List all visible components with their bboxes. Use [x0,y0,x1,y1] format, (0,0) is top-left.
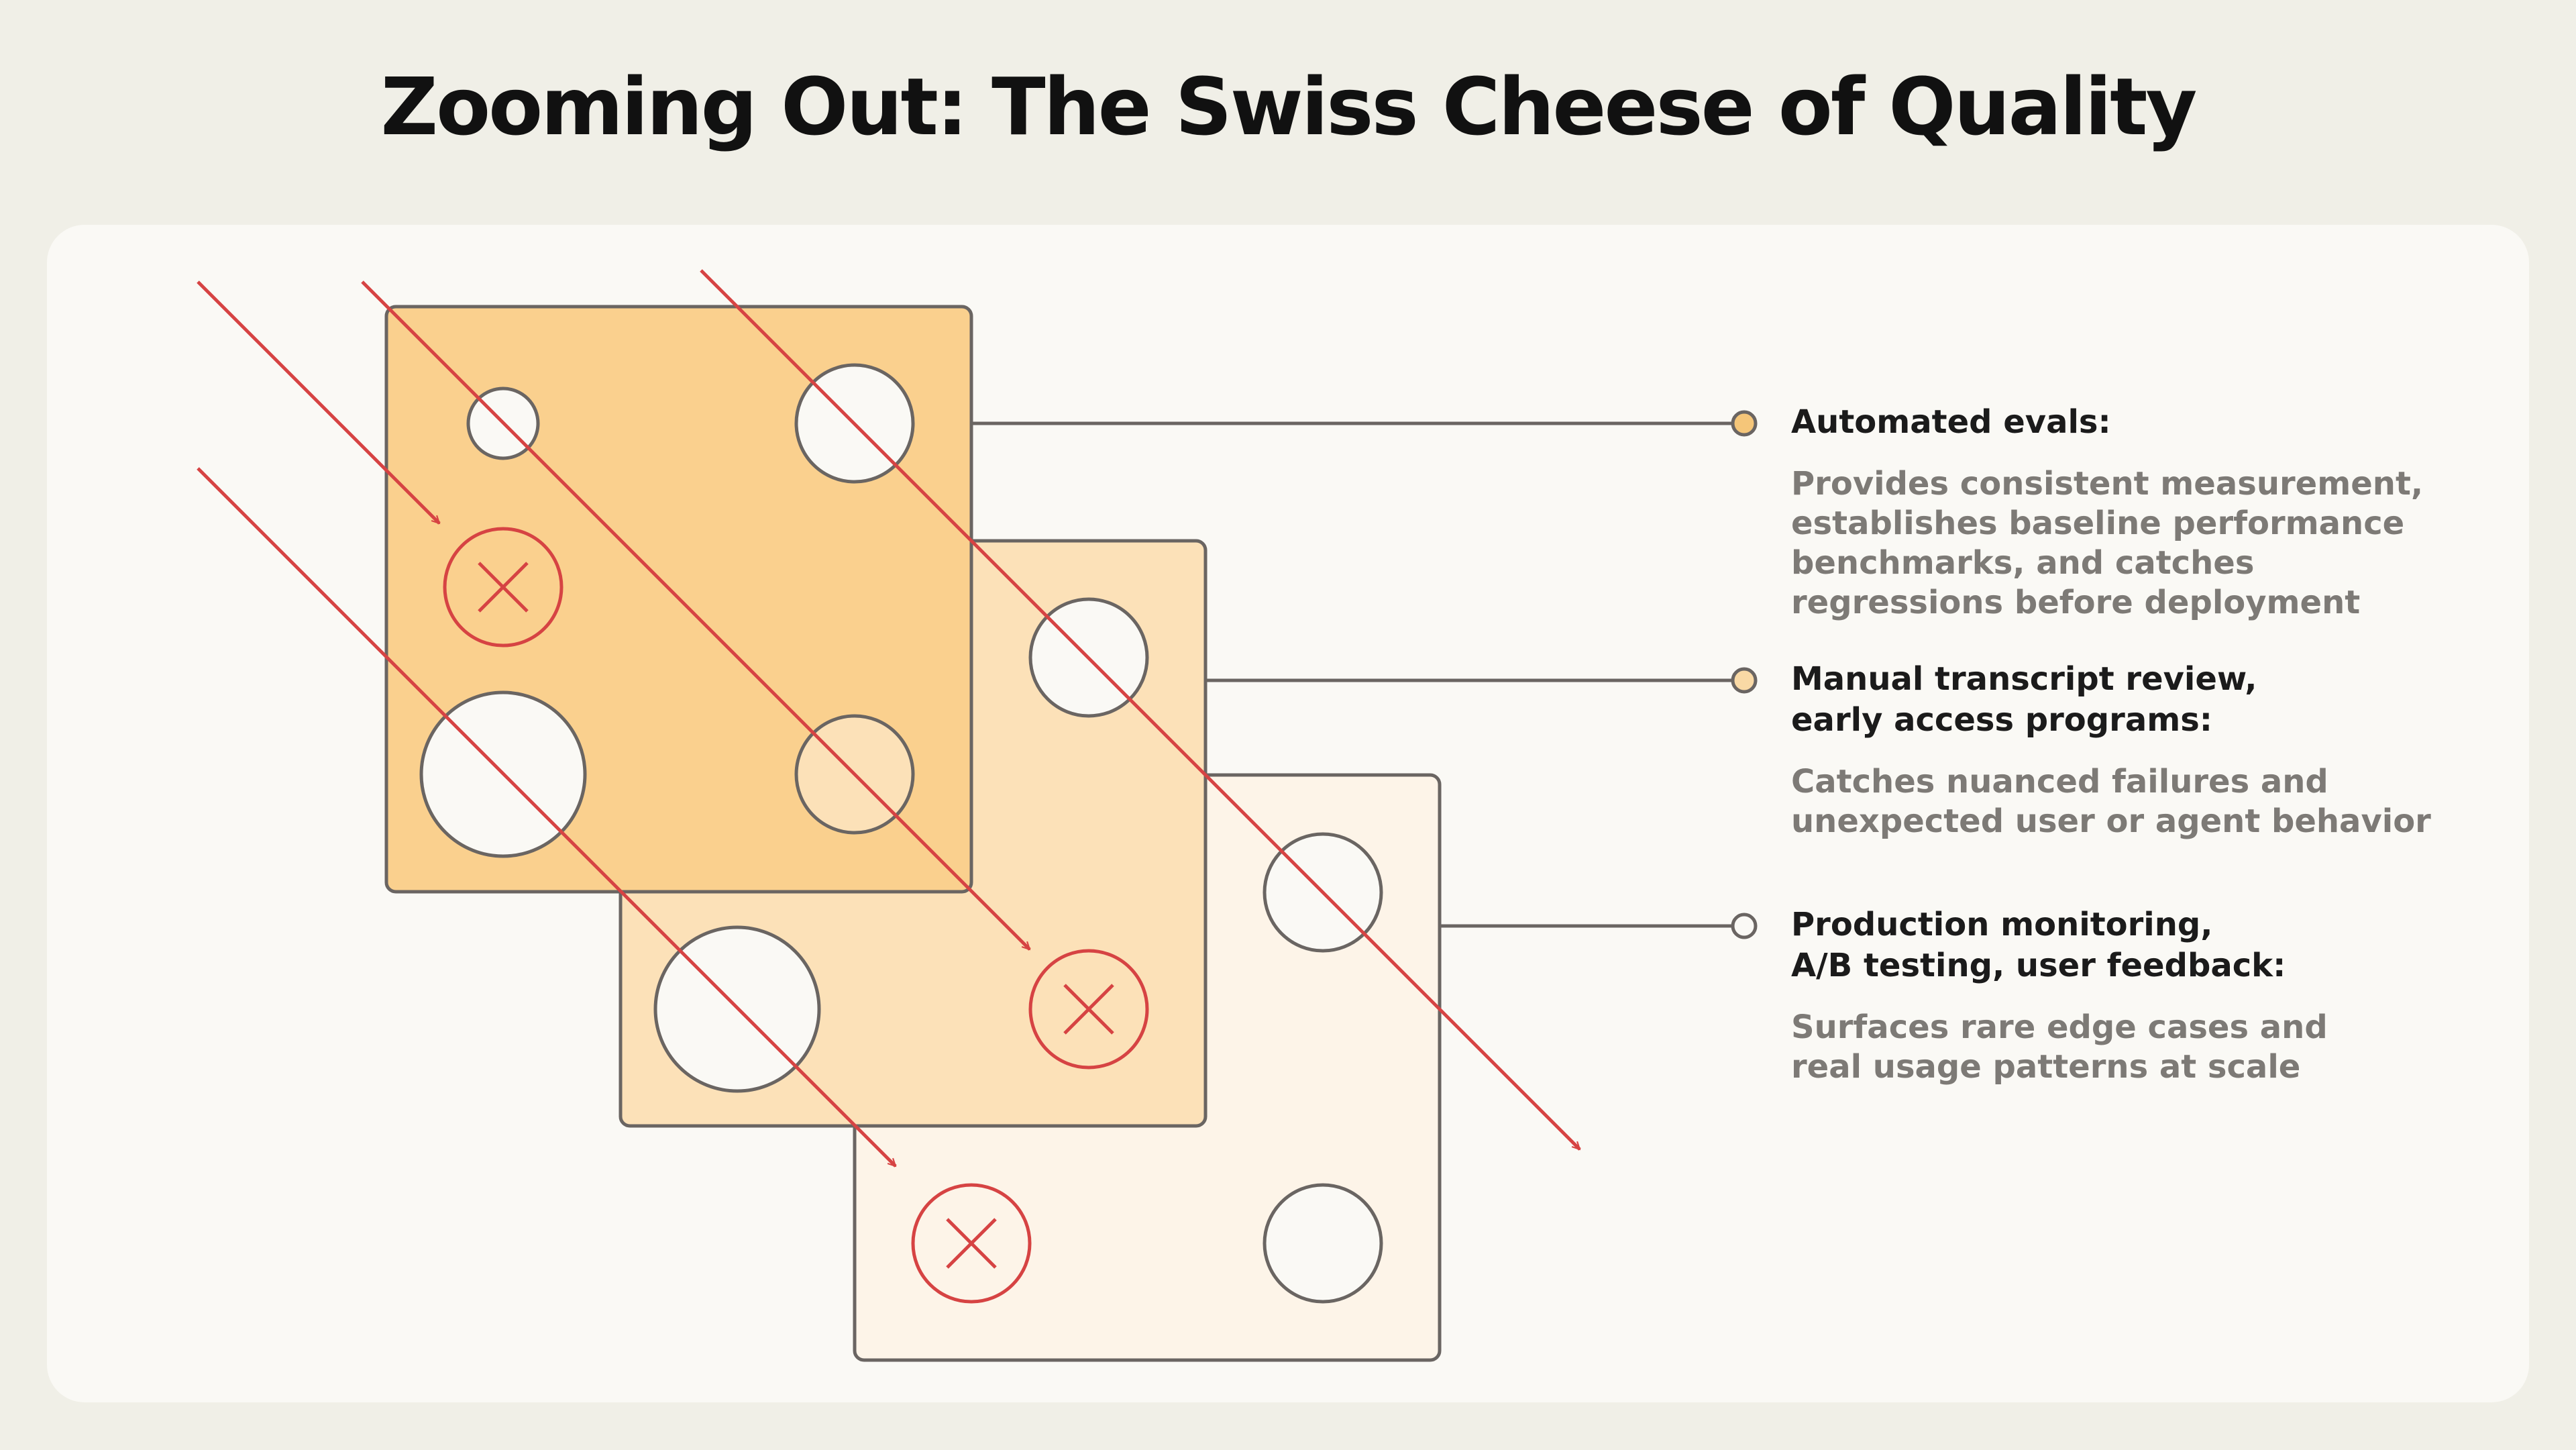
layer-label-automated-evals: Automated evals: Provides consistent mea… [1791,402,2502,623]
x-icon [946,1218,997,1269]
layer-title: Automated evals: [1791,403,2111,441]
connector-dot-3 [1731,913,1758,939]
layer-description: Provides consistent measurement, establi… [1791,465,2424,621]
connector-dot-1 [1731,410,1758,437]
failure-arrow-1 [197,280,441,525]
failure-arrow-2 [197,467,897,1168]
page-title: Zooming Out: The Swiss Cheese of Quality [380,60,2198,153]
layer-description: Catches nuanced failures and unexpected … [1791,763,2431,840]
hole [1263,1183,1383,1304]
x-icon [478,562,529,613]
x-icon [1063,984,1114,1035]
blocked-hole [443,527,564,648]
layer-title: Manual transcript review, early access p… [1791,660,2257,739]
layer-title: Production monitoring, A/B testing, user… [1791,906,2286,984]
blocked-hole [1028,949,1149,1070]
layer-label-manual-review: Manual transcript review, early access p… [1791,659,2502,841]
failure-arrow-3 [361,280,1031,951]
connector-dot-2 [1731,667,1758,694]
layer-label-production: Production monitoring, A/B testing, user… [1791,904,2502,1087]
failure-paths [197,269,1581,1168]
layer-description: Surfaces rare edge cases and real usage … [1791,1008,2328,1086]
blocked-hole [911,1183,1032,1304]
failure-arrow-4 [700,269,1581,1151]
